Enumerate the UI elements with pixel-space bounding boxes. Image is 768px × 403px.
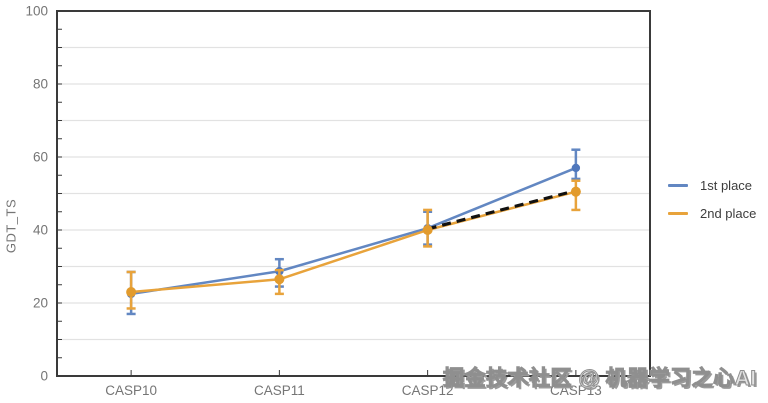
- data-point-2nd-place: [274, 274, 285, 285]
- y-tick-label: 60: [33, 150, 48, 165]
- legend-label: 1st place: [700, 178, 753, 193]
- data-point-2nd-place: [422, 225, 433, 235]
- series-line-1st-place: [130, 166, 577, 296]
- y-tick-label: 0: [40, 369, 48, 384]
- data-point-2nd-place: [570, 186, 581, 197]
- legend-swatch-2nd-place: [668, 212, 688, 215]
- x-tick-label: CASP11: [254, 383, 305, 398]
- x-tick-label: CASP12: [402, 383, 454, 398]
- series-line-2nd-place: [131, 190, 577, 294]
- legend-item-1st-place: 1st place: [668, 178, 756, 193]
- watermark: 掘金技术社区 @ 机器学习之心AI: [443, 367, 757, 391]
- y-tick-label: 40: [33, 223, 48, 238]
- data-point-2nd-place: [126, 287, 137, 298]
- trend-dashed-line: [427, 189, 577, 231]
- y-axis-title: GDT_TS: [3, 198, 19, 254]
- y-tick-label: 100: [25, 4, 48, 19]
- x-tick-label: CASP10: [105, 383, 157, 398]
- legend-label: 2nd place: [700, 206, 757, 221]
- legend-swatch-1st-place: [668, 184, 688, 187]
- data-point-1st-place: [571, 163, 581, 173]
- y-tick-label: 80: [33, 77, 48, 92]
- x-tick-label: CASP13: [550, 383, 602, 398]
- legend-item-2nd-place: 2nd place: [668, 206, 756, 221]
- y-tick-label: 20: [33, 296, 48, 311]
- legend: 1st place 2nd place: [668, 178, 756, 221]
